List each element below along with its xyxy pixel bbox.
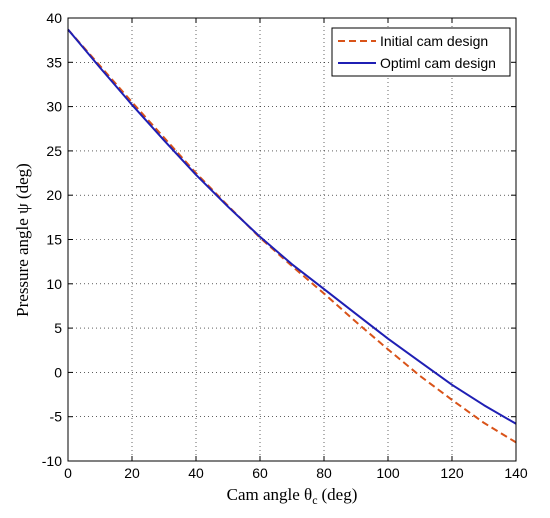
y-tick-label: 15 [46, 232, 62, 248]
x-tick-label: 60 [252, 465, 268, 481]
x-tick-label: 80 [316, 465, 332, 481]
legend: Initial cam design Optiml cam design [331, 27, 511, 77]
legend-label-optimal: Optiml cam design [380, 55, 496, 71]
y-tick-label: -5 [50, 409, 63, 425]
series-line-0 [67, 28, 517, 444]
x-axis-label-subscript: c [312, 493, 317, 507]
legend-label-initial: Initial cam design [380, 33, 488, 49]
y-tick-label: 5 [54, 320, 62, 336]
ticks [67, 17, 517, 462]
y-tick-label: 10 [46, 276, 62, 292]
x-axis-label: Cam angle θc (deg) [227, 485, 358, 507]
y-tick-label: 30 [46, 99, 62, 115]
series-line-1 [67, 28, 517, 425]
y-tick-label: 20 [46, 187, 62, 203]
y-tick-label: 25 [46, 143, 62, 159]
y-tick-label: 35 [46, 54, 62, 70]
x-tick-label: 20 [124, 465, 140, 481]
x-tick-label: 100 [376, 465, 400, 481]
y-tick-label: 0 [54, 364, 62, 380]
y-axis-label: Pressure angle ψ (deg) [13, 163, 32, 317]
y-tick-label: 40 [46, 10, 62, 26]
x-axis-label-unit: (deg) [322, 485, 358, 504]
series-layer [67, 28, 517, 444]
x-tick-label: 0 [64, 465, 72, 481]
x-tick-label: 140 [504, 465, 528, 481]
x-tick-label: 120 [440, 465, 464, 481]
tick-labels: 0 20 40 60 80 100 120 140 -10 -5 0 5 10 15 20 25 30 35 40 [42, 10, 528, 481]
legend-box [331, 27, 511, 77]
x-tick-label: 40 [188, 465, 204, 481]
grid [68, 18, 516, 461]
y-tick-label: -10 [42, 453, 62, 469]
